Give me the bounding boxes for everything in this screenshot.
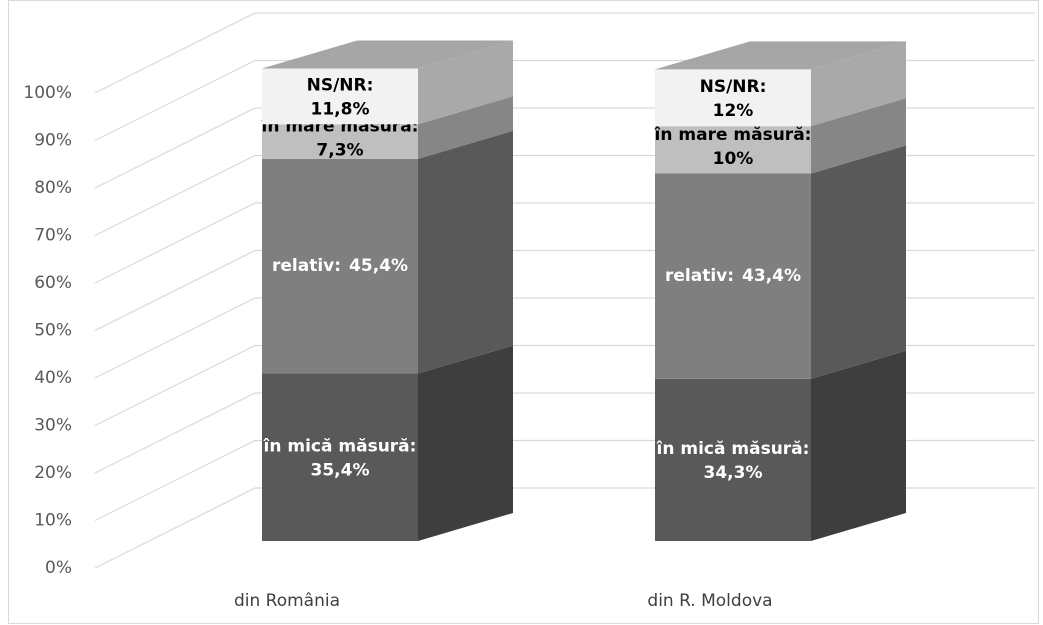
grid-line — [94, 12, 1035, 94]
bar-side — [811, 41, 906, 127]
data-label-value: 34,3% — [704, 463, 763, 483]
data-label-value: 43,4% — [742, 266, 801, 286]
data-label-value: 45,4% — [349, 256, 408, 276]
chart-frame — [8, 0, 1039, 624]
data-label-name: NS/NR: — [700, 77, 767, 97]
bar-segment — [262, 124, 418, 159]
data-label: relativ: 45,4% — [272, 256, 408, 276]
bar-segment — [655, 378, 811, 541]
bar-segment — [262, 158, 418, 374]
bar-segment — [655, 126, 811, 174]
bar-segment — [262, 68, 418, 125]
y-tick-label: 20% — [34, 463, 72, 483]
y-tick-label: 40% — [34, 368, 72, 388]
data-label: relativ: 43,4% — [665, 266, 801, 286]
y-tick-label: 30% — [34, 416, 72, 436]
y-tick-label: 90% — [34, 131, 72, 151]
data-label-name: relativ: — [665, 266, 734, 286]
data-label-value: 7,3% — [316, 141, 363, 161]
data-label-value: 35,4% — [311, 460, 370, 480]
bar-segment — [655, 173, 811, 379]
y-tick-label: 80% — [34, 178, 72, 198]
bar-segment — [655, 69, 811, 127]
data-label-value: 11,8% — [311, 99, 370, 119]
bar-side — [418, 345, 513, 541]
bar-side — [811, 98, 906, 174]
y-tick-label: 0% — [45, 558, 72, 578]
data-label-name: relativ: — [272, 256, 341, 276]
bar-top — [655, 41, 906, 70]
bar-side — [418, 40, 513, 125]
bar-side — [418, 130, 513, 374]
y-tick-label: 60% — [34, 273, 72, 293]
y-tick-label: 10% — [34, 511, 72, 531]
data-label-name: în mică măsură: — [263, 436, 417, 456]
bar-side — [418, 96, 513, 159]
data-label-value: 10% — [713, 149, 754, 169]
y-tick-label: 50% — [34, 321, 72, 341]
y-tick-label: 70% — [34, 226, 72, 246]
bar-side — [811, 350, 906, 541]
data-label-name: în mare măsură: — [654, 125, 812, 145]
bar-top — [262, 40, 513, 69]
bar-segment — [262, 373, 418, 541]
y-tick-label: 100% — [23, 83, 72, 103]
data-label-name: în mică măsură: — [656, 439, 810, 459]
x-tick-label: din R. Moldova — [647, 591, 772, 611]
data-label-value: 12% — [713, 101, 754, 121]
data-label-name: NS/NR: — [307, 75, 374, 95]
x-tick-label: din România — [234, 591, 340, 611]
bar-side — [811, 145, 906, 379]
